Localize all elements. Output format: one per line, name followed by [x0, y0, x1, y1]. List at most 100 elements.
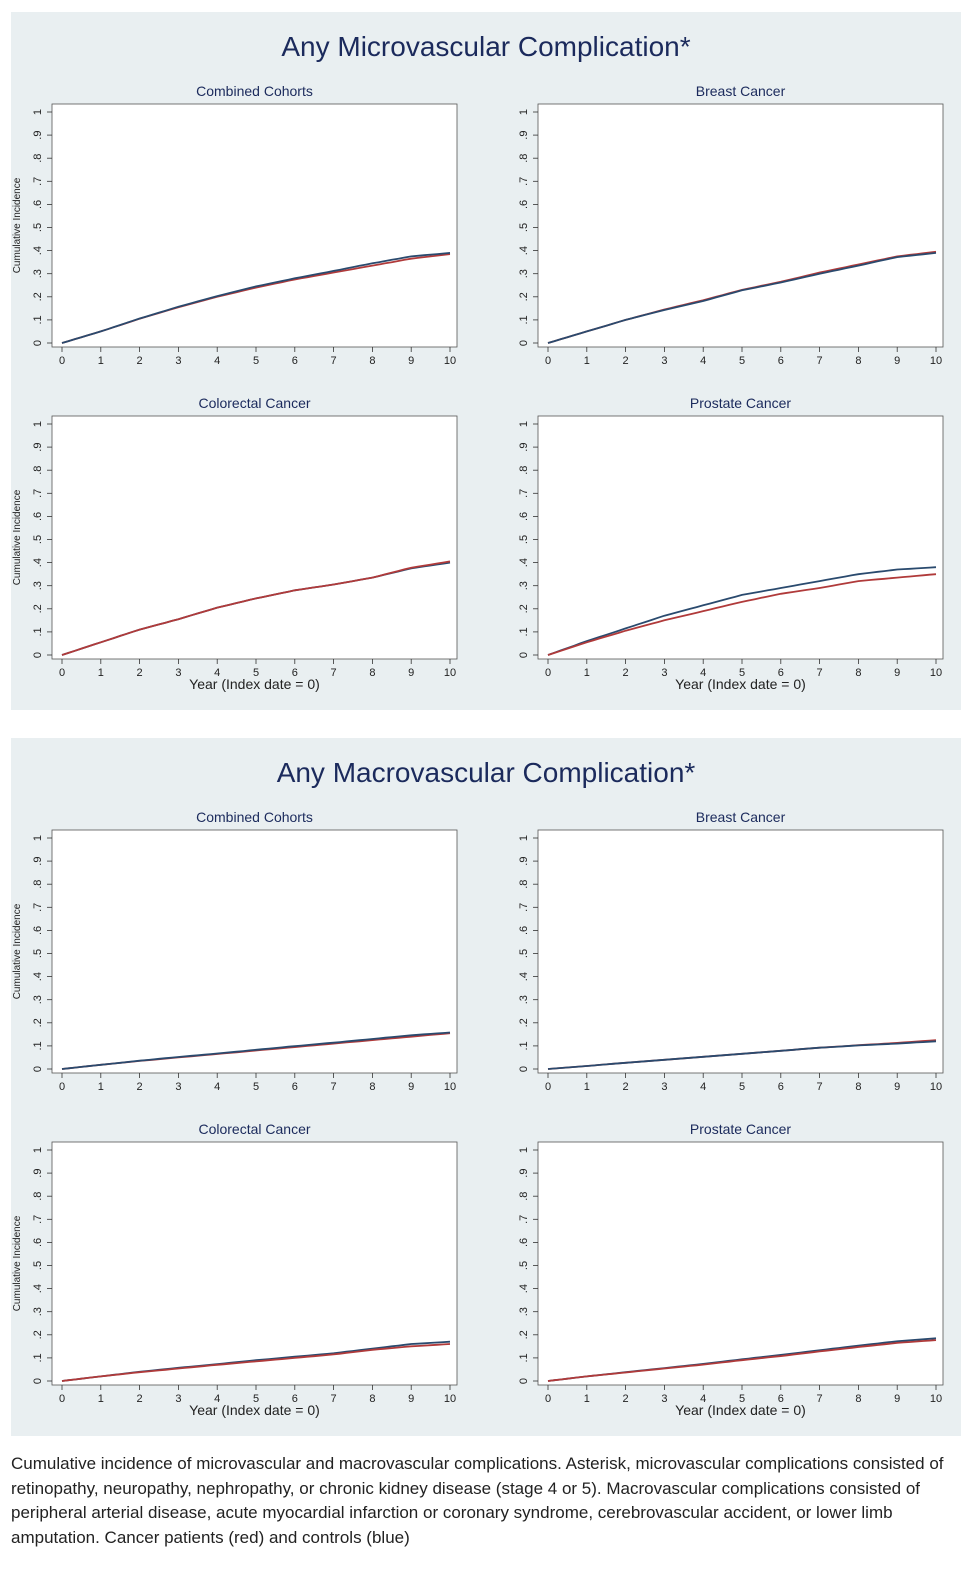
- y-tick-label: .4: [518, 558, 530, 567]
- y-tick-label: .2: [32, 292, 44, 301]
- x-tick-label: 10: [930, 667, 942, 679]
- y-tick-label: .8: [32, 154, 44, 163]
- y-tick-label: .8: [518, 1192, 530, 1201]
- y-tick-label: 1: [518, 109, 530, 115]
- x-tick-label: 6: [292, 1081, 298, 1093]
- y-tick-label: .5: [32, 949, 44, 958]
- x-tick-label: 4: [700, 1393, 706, 1405]
- x-tick-label: 8: [369, 1393, 375, 1405]
- y-tick-label: .1: [518, 315, 530, 324]
- y-tick-label: .2: [32, 1330, 44, 1339]
- x-tick-label: 3: [661, 667, 667, 679]
- y-tick-label: .9: [32, 131, 44, 140]
- x-tick-label: 0: [545, 355, 551, 367]
- y-tick-label: .7: [518, 177, 530, 186]
- x-tick-label: 9: [894, 1081, 900, 1093]
- x-tick-label: 10: [930, 1081, 942, 1093]
- series-line-b: [61, 1343, 451, 1382]
- x-tick-label: 8: [855, 355, 861, 367]
- subplot-title: Colorectal Cancer: [198, 1121, 310, 1137]
- y-tick-label: .3: [518, 581, 530, 590]
- x-tick-label: 5: [739, 667, 745, 679]
- x-tick-label: 3: [661, 1393, 667, 1405]
- y-tick-label: .9: [32, 1169, 44, 1178]
- y-tick-label: .6: [32, 926, 44, 935]
- y-tick-label: .1: [32, 1041, 44, 1050]
- series-line-b: [547, 573, 937, 656]
- x-tick-label: 7: [817, 1393, 823, 1405]
- x-tick-label: 9: [894, 355, 900, 367]
- x-tick-label: 9: [894, 667, 900, 679]
- y-tick-label: 0: [32, 1066, 44, 1072]
- y-tick-label: .7: [518, 1215, 530, 1224]
- y-tick-label: .4: [32, 1284, 44, 1293]
- y-tick-label: .3: [518, 1307, 530, 1316]
- x-tick-label: 7: [331, 667, 337, 679]
- y-tick-label: .8: [518, 466, 530, 475]
- y-tick-label: .5: [32, 535, 44, 544]
- plot-area: [51, 829, 458, 1074]
- y-tick-label: .6: [32, 1238, 44, 1247]
- series-line-a: [547, 566, 937, 656]
- x-tick-label: 8: [369, 1081, 375, 1093]
- x-tick-label: 1: [98, 1393, 104, 1405]
- x-tick-label: 9: [408, 355, 414, 367]
- y-tick-label: .6: [518, 1238, 530, 1247]
- subplot-title: Combined Cohorts: [196, 83, 313, 99]
- x-tick-label: 0: [545, 1081, 551, 1093]
- x-tick-label: 10: [444, 355, 456, 367]
- x-tick-label: 10: [444, 667, 456, 679]
- x-tick-label: 4: [214, 1081, 220, 1093]
- y-tick-label: .2: [518, 604, 530, 613]
- x-tick-label: 9: [408, 1393, 414, 1405]
- y-tick-label: .4: [518, 972, 530, 981]
- x-tick-label: 2: [137, 1393, 143, 1405]
- y-tick-label: .1: [518, 627, 530, 636]
- y-tick-label: .2: [32, 604, 44, 613]
- y-tick-label: .4: [32, 558, 44, 567]
- series-line-b: [547, 1339, 937, 1382]
- x-tick-label: 1: [98, 667, 104, 679]
- y-tick-label: .1: [32, 315, 44, 324]
- x-tick-label: 8: [855, 667, 861, 679]
- x-tick-label: 3: [175, 1081, 181, 1093]
- y-tick-label: .6: [32, 200, 44, 209]
- x-tick-label: 0: [59, 355, 65, 367]
- y-tick-label: .8: [32, 880, 44, 889]
- x-tick-label: 4: [214, 355, 220, 367]
- y-tick-label: .3: [32, 581, 44, 590]
- x-tick-label: 2: [623, 355, 629, 367]
- series-line-b: [547, 1040, 937, 1070]
- y-tick-label: .5: [518, 1261, 530, 1270]
- y-tick-label: .2: [32, 1018, 44, 1027]
- x-tick-label: 2: [137, 667, 143, 679]
- y-tick-label: .5: [518, 535, 530, 544]
- x-tick-label: 7: [331, 1081, 337, 1093]
- x-tick-label: 5: [739, 1081, 745, 1093]
- y-tick-label: .9: [518, 131, 530, 140]
- macro-figure-title: Any Macrovascular Complication*: [276, 757, 696, 788]
- x-tick-label: 8: [369, 355, 375, 367]
- y-tick-label: 0: [518, 1066, 530, 1072]
- y-tick-label: .4: [518, 246, 530, 255]
- x-tick-label: 6: [292, 667, 298, 679]
- y-tick-label: .3: [518, 995, 530, 1004]
- x-tick-label: 4: [214, 1393, 220, 1405]
- y-tick-label: 1: [518, 421, 530, 427]
- x-tick-label: 8: [369, 667, 375, 679]
- y-tick-label: 1: [518, 1147, 530, 1153]
- x-tick-label: 0: [59, 1081, 65, 1093]
- x-tick-label: 1: [98, 1081, 104, 1093]
- x-tick-label: 7: [331, 1393, 337, 1405]
- x-tick-label: 0: [545, 1393, 551, 1405]
- y-tick-label: .5: [518, 949, 530, 958]
- x-tick-label: 7: [331, 355, 337, 367]
- subplot-title: Prostate Cancer: [690, 1121, 791, 1137]
- x-tick-label: 10: [444, 1393, 456, 1405]
- y-tick-label: 0: [32, 1378, 44, 1384]
- y-tick-label: .8: [32, 466, 44, 475]
- y-tick-label: .2: [518, 292, 530, 301]
- series-line-b: [61, 560, 451, 656]
